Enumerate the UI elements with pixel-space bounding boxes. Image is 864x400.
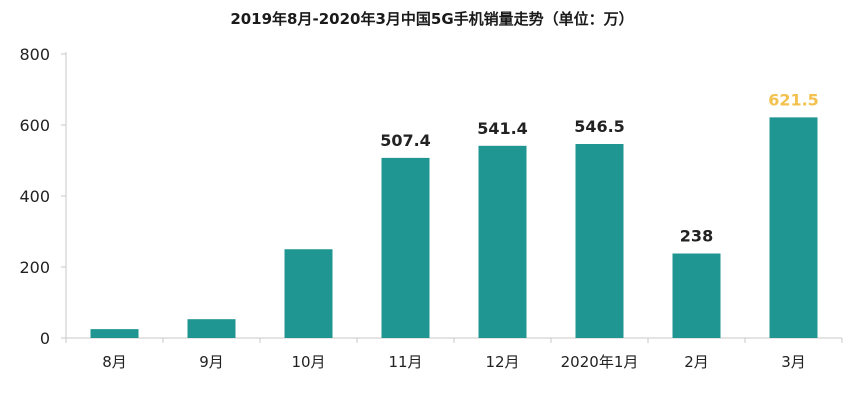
data-label: 238	[680, 227, 713, 246]
y-tick-label: 0	[40, 329, 50, 348]
bar	[769, 117, 818, 339]
bar	[575, 143, 624, 338]
bar	[478, 145, 527, 338]
x-category-label: 9月	[199, 353, 224, 371]
axis-layer	[61, 52, 843, 343]
x-category-label: 3月	[781, 353, 806, 371]
data-label: 621.5	[768, 90, 819, 109]
bar	[381, 157, 430, 338]
bar	[284, 249, 333, 338]
label-layer: 0 200 400 600 800 8月 9月 10月 11月 507.4 12月 541.4 2020…	[19, 45, 818, 371]
y-tick-label: 800	[19, 45, 50, 64]
x-category-label: 10月	[291, 353, 325, 371]
x-category-label: 11月	[388, 353, 422, 371]
y-tick-label: 400	[19, 187, 50, 206]
data-label: 546.5	[574, 117, 625, 136]
bar	[672, 253, 721, 338]
x-category-label: 2020年1月	[561, 353, 639, 371]
bar-layer	[90, 117, 818, 339]
x-category-label: 8月	[102, 353, 127, 371]
bar	[187, 319, 236, 338]
y-tick-label: 200	[19, 258, 50, 277]
bar	[90, 329, 139, 338]
data-label: 541.4	[477, 119, 528, 138]
x-category-label: 12月	[485, 353, 519, 371]
x-category-label: 2月	[684, 353, 709, 371]
data-label: 507.4	[380, 131, 431, 150]
y-tick-label: 600	[19, 116, 50, 135]
chart-title: 2019年8月-2020年3月中国5G手机销量走势（单位：万）	[230, 10, 634, 28]
